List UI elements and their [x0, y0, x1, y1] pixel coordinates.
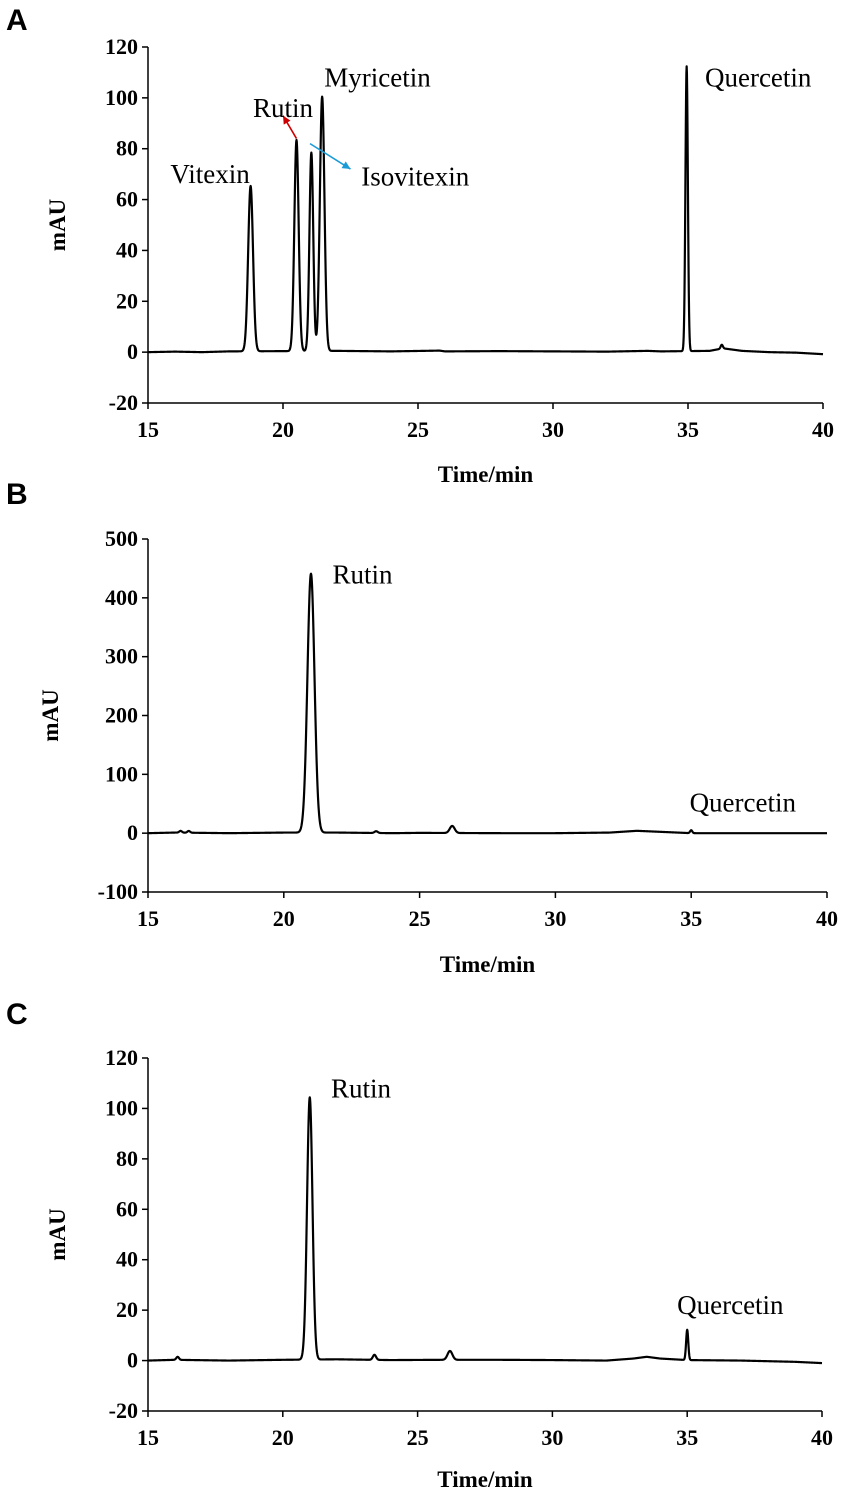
x-tick-label: 25	[409, 906, 431, 931]
y-tick-label: 0	[127, 1348, 138, 1373]
y-tick-label: 300	[105, 644, 138, 669]
peak-apex-point	[187, 829, 191, 833]
x-tick-label: 15	[137, 906, 159, 931]
y-tick-label: 60	[116, 187, 138, 212]
y-tick-label: 120	[105, 1045, 138, 1070]
x-tick-label: 30	[542, 417, 564, 442]
peak-apex-point	[689, 828, 693, 832]
x-axis-title: Time/min	[438, 462, 534, 487]
x-tick-label: 30	[544, 906, 566, 931]
panel-letter-c: C	[6, 998, 28, 1031]
y-tick-label: 60	[116, 1196, 138, 1221]
y-tick-label: 200	[105, 703, 138, 728]
x-tick-label: 25	[407, 1425, 429, 1450]
y-tick-label: 20	[116, 1297, 138, 1322]
y-tick-label: 40	[116, 1247, 138, 1272]
x-tick-label: 20	[272, 417, 294, 442]
x-axis-title: Time/min	[437, 1467, 533, 1492]
chromatogram-trace	[147, 572, 828, 835]
peak-annotation-label: Isovitexin	[361, 162, 469, 192]
x-tick-label: 40	[812, 417, 834, 442]
y-tick-label: 0	[127, 339, 138, 364]
peak-apex-point	[448, 1349, 452, 1353]
peak-apex-point	[179, 829, 183, 833]
x-tick-label: 40	[816, 906, 838, 931]
chromatogram-trace	[147, 65, 824, 356]
x-tick-label: 20	[273, 906, 295, 931]
peak-apex-point	[309, 572, 313, 576]
x-tick-label: 35	[677, 417, 699, 442]
x-axis-title: Time/min	[440, 952, 536, 977]
peak-annotation-label: Vitexin	[170, 159, 250, 189]
y-tick-label: 20	[116, 288, 138, 313]
peak-annotation-label: Myricetin	[324, 63, 431, 93]
peak-apex-point	[685, 64, 689, 68]
x-tick-label: 20	[272, 1425, 294, 1450]
chart-panel-a: -20 0 20 40 60 80 100 120 15 20 25 30 35 40 Time/min mA…	[45, 34, 834, 487]
peak-apex-point	[450, 824, 454, 828]
y-tick-label: -100	[98, 879, 138, 904]
chromatogram-trace	[147, 1096, 823, 1365]
y-tick-label: 120	[105, 34, 138, 59]
y-tick-label: 100	[105, 761, 138, 786]
y-tick-label: 100	[105, 1095, 138, 1120]
y-tick-label: 100	[105, 85, 138, 110]
y-tick-label: 0	[127, 820, 138, 845]
peak-apex-point	[295, 138, 299, 142]
y-tick-label: 500	[105, 526, 138, 551]
peak-annotation-label: Quercetin	[705, 63, 812, 93]
peak-apex-point	[309, 151, 313, 155]
y-tick-label: 40	[116, 237, 138, 262]
peak-apex-point	[372, 1353, 376, 1357]
chart-panel-b: -100 0 100 200 300 400 500 15 20 25 30 35 40 Time/min…	[38, 526, 838, 977]
y-tick-label: -20	[109, 390, 138, 415]
annotation-arrow-head	[341, 161, 351, 170]
peak-apex-point	[685, 1328, 689, 1332]
peak-apex-point	[720, 343, 724, 347]
peak-annotation-label: Rutin	[331, 1073, 392, 1103]
x-tick-label: 30	[541, 1425, 563, 1450]
y-axis-title: mAU	[45, 1208, 70, 1261]
x-tick-label: 25	[407, 417, 429, 442]
x-tick-label: 15	[137, 1425, 159, 1450]
peak-annotation-label: Quercetin	[677, 1290, 784, 1320]
x-tick-label: 15	[137, 417, 159, 442]
peak-apex-point	[308, 1095, 312, 1099]
peak-annotation-label: Quercetin	[690, 788, 797, 818]
x-tick-label: 35	[680, 906, 702, 931]
peak-apex-point	[320, 95, 324, 99]
peak-apex-point	[176, 1355, 180, 1359]
y-axis-title: mAU	[38, 689, 63, 742]
peak-annotation-label: Rutin	[333, 559, 394, 589]
chart-panel-c: -20 0 20 40 60 80 100 120 15 20 25 30 35 40 Time/min mA…	[45, 1045, 833, 1492]
y-tick-label: -20	[109, 1398, 138, 1423]
peak-annotation-label: Rutin	[253, 93, 314, 123]
annotation-arrow-head	[283, 115, 291, 125]
y-tick-label: 80	[116, 1146, 138, 1171]
panel-letter-a: A	[6, 4, 28, 37]
y-tick-label: 400	[105, 585, 138, 610]
x-tick-label: 40	[811, 1425, 833, 1450]
y-tick-label: 80	[116, 136, 138, 161]
peak-apex-point	[374, 829, 378, 833]
panel-letter-b: B	[6, 478, 28, 511]
y-axis-title: mAU	[45, 198, 70, 251]
x-tick-label: 35	[676, 1425, 698, 1450]
